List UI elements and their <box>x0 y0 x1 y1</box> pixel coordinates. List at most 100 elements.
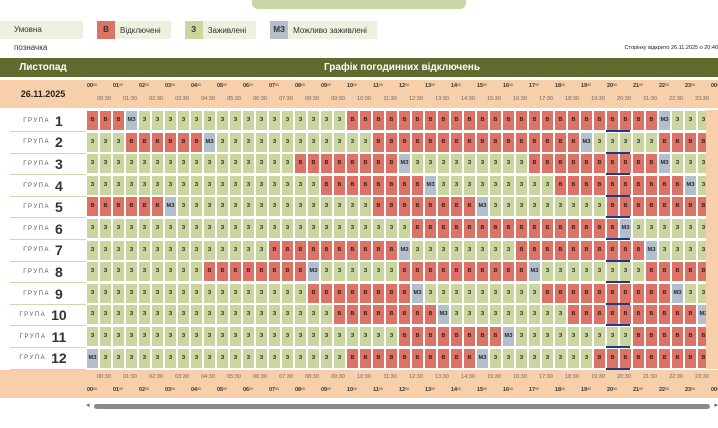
schedule-cell: З <box>529 305 540 325</box>
schedule-cell: В <box>646 111 657 130</box>
schedule-cell: З <box>256 348 267 368</box>
schedule-cell: З <box>607 327 618 346</box>
schedule-cell: З <box>204 348 215 368</box>
row-divider <box>10 325 86 327</box>
schedule-cell: З <box>698 111 709 130</box>
schedule-cell: В <box>542 240 553 260</box>
schedule-cell: В <box>438 197 449 217</box>
scroll-left-icon[interactable]: ◂ <box>86 402 90 409</box>
schedule-cell: В <box>412 219 423 238</box>
row-divider <box>10 368 86 370</box>
schedule-cell: З <box>386 219 397 238</box>
schedule-cell: З <box>698 283 709 303</box>
schedule-cell: З <box>321 327 332 346</box>
scroll-right-icon[interactable]: ▸ <box>714 402 718 409</box>
schedule-cell: В <box>139 132 150 152</box>
schedule-cell: З <box>178 348 189 368</box>
schedule-cell: З <box>490 348 501 368</box>
schedule-cell: В <box>373 305 384 325</box>
schedule-cell: В <box>334 240 345 260</box>
schedule-cell: З <box>282 132 293 152</box>
group-number: 8 <box>54 263 63 280</box>
schedule-cell: В <box>386 111 397 130</box>
schedule-cell: В <box>386 305 397 325</box>
schedule-cell: В <box>321 175 332 195</box>
schedule-cell: З <box>230 327 241 346</box>
schedule-cell: В <box>581 240 592 260</box>
hour-label: 2300 <box>684 387 696 393</box>
schedule-cell: З <box>672 154 683 174</box>
schedule-cell: З <box>256 132 267 152</box>
schedule-cell: В <box>698 262 709 282</box>
schedule-cell: В <box>477 327 488 346</box>
horizontal-scrollbar[interactable]: ◂ ▸ <box>86 400 718 412</box>
group-word: ГРУПА <box>23 247 50 254</box>
schedule-cell: З <box>100 283 111 303</box>
hour-label: 1600 <box>502 83 514 89</box>
schedule-cell: З <box>451 240 462 260</box>
schedule-cell: МЗ <box>503 327 514 346</box>
schedule-cell: В <box>672 327 683 346</box>
hour-label: 0200 <box>138 387 150 393</box>
current-time-marker <box>606 281 630 284</box>
schedule-cell: З <box>347 197 358 217</box>
schedule-cell: З <box>256 111 267 130</box>
half-hour-label: 09:30 <box>331 374 345 380</box>
schedule-cell: З <box>672 111 683 130</box>
schedule-cell: З <box>490 305 501 325</box>
schedule-cell: З <box>191 262 202 282</box>
schedule-cell: З <box>165 175 176 195</box>
half-hour-label: 20:30 <box>617 374 631 380</box>
group-label: ГРУПА 10 <box>0 304 86 326</box>
schedule-cell: МЗ <box>425 175 436 195</box>
schedule-cell: З <box>360 132 371 152</box>
schedule-cell: В <box>659 283 670 303</box>
schedule-cell: В <box>399 327 410 346</box>
schedule-cell: МЗ <box>659 111 670 130</box>
schedule-cell: В <box>516 262 527 282</box>
schedule-cell: З <box>256 154 267 174</box>
schedule-cell: З <box>113 283 124 303</box>
schedule-cell: З <box>321 132 332 152</box>
schedule-cell: З <box>308 111 319 130</box>
schedule-cell: З <box>256 197 267 217</box>
half-hour-label: 03:30 <box>175 374 189 380</box>
schedule-cell: З <box>139 283 150 303</box>
schedule-cell: В <box>477 111 488 130</box>
hour-label: 0300 <box>164 83 176 89</box>
hour-label: 1700 <box>528 387 540 393</box>
hour-label: 2300 <box>684 83 696 89</box>
schedule-cell: В <box>607 283 618 303</box>
hour-label: 2100 <box>632 83 644 89</box>
schedule-cell: З <box>126 219 137 238</box>
schedule-cell: В <box>113 197 124 217</box>
schedule-cell: З <box>685 219 696 238</box>
schedule-cell: МЗ <box>438 305 449 325</box>
hour-label: 0600 <box>242 387 254 393</box>
half-hour-label: 15:30 <box>487 374 501 380</box>
schedule-cell: В <box>633 327 644 346</box>
schedule-cell: З <box>191 197 202 217</box>
schedule-cell: З <box>295 197 306 217</box>
schedule-cell: З <box>529 348 540 368</box>
schedule-cell: З <box>516 327 527 346</box>
scrollbar-thumb[interactable] <box>94 404 710 409</box>
schedule-cell: В <box>360 240 371 260</box>
schedule-cell: В <box>646 154 657 174</box>
schedule-cell: В <box>399 262 410 282</box>
schedule-cell: В <box>191 132 202 152</box>
schedule-cell: З <box>425 154 436 174</box>
schedule-cell: З <box>152 219 163 238</box>
schedule-cell: З <box>451 154 462 174</box>
row-end-pad <box>706 326 718 348</box>
schedule-cell: З <box>308 175 319 195</box>
schedule-cell: В <box>425 111 436 130</box>
schedule-cell: З <box>191 219 202 238</box>
schedule-cell: В <box>555 240 566 260</box>
group-number: 12 <box>51 350 67 367</box>
schedule-cell: З <box>438 175 449 195</box>
schedule-cell: З <box>243 305 254 325</box>
legend-text-off: Відключені <box>120 25 161 35</box>
schedule-cell: З <box>217 305 228 325</box>
schedule-cell: З <box>178 154 189 174</box>
